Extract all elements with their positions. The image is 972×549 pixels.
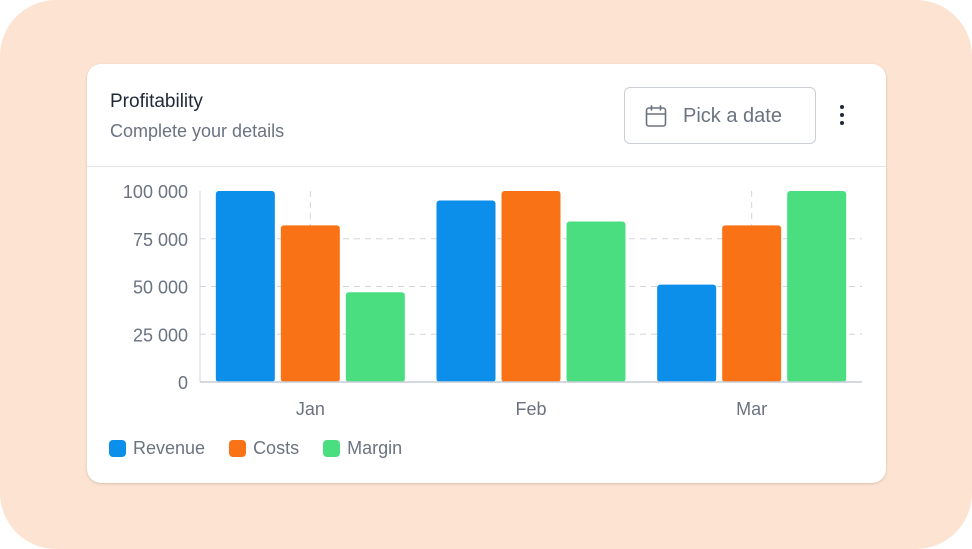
legend-label: Margin bbox=[347, 437, 403, 458]
legend-item-revenue[interactable]: Revenue bbox=[109, 438, 205, 459]
legend-item-margin[interactable]: Margin bbox=[323, 438, 402, 459]
legend-label: Costs bbox=[253, 437, 300, 458]
y-tick-label: 25 000 bbox=[133, 325, 188, 345]
legend-item-costs[interactable]: Costs bbox=[229, 438, 299, 459]
card-subtitle: Complete your details bbox=[110, 121, 285, 141]
bar-revenue-feb bbox=[436, 200, 496, 382]
legend-swatch bbox=[109, 439, 126, 457]
calendar-icon bbox=[645, 104, 667, 127]
bar-costs-mar bbox=[722, 225, 782, 382]
legend-swatch bbox=[229, 439, 247, 457]
x-tick-label: Mar bbox=[736, 399, 767, 419]
legend-label: Revenue bbox=[133, 437, 206, 458]
card-header: Profitability Complete your details Pick… bbox=[87, 64, 886, 167]
bar-costs-jan bbox=[280, 225, 340, 382]
legend-swatch bbox=[323, 439, 341, 457]
x-tick-label: Jan bbox=[296, 399, 325, 419]
chart-legend: Revenue Costs Margin bbox=[109, 436, 426, 460]
bar-revenue-jan bbox=[215, 191, 275, 382]
y-tick-label: 100 000 bbox=[123, 182, 188, 202]
profitability-card: Profitability Complete your details Pick… bbox=[87, 64, 886, 483]
kebab-menu-icon[interactable] bbox=[831, 102, 853, 128]
pick-date-button[interactable]: Pick a date bbox=[624, 87, 816, 144]
pick-date-label: Pick a date bbox=[683, 105, 782, 127]
bar-revenue-mar bbox=[657, 284, 717, 382]
bar-chart: 0 25 000 50 000 75 000 100 000 Jan Feb Mar bbox=[123, 182, 862, 419]
y-tick-label: 75 000 bbox=[133, 230, 188, 250]
bar-margin-mar bbox=[787, 191, 847, 382]
bar-margin-jan bbox=[345, 292, 405, 382]
y-tick-label: 0 bbox=[178, 373, 188, 393]
bar-margin-feb bbox=[566, 221, 626, 382]
card-title: Profitability bbox=[110, 91, 203, 112]
x-tick-label: Feb bbox=[515, 399, 546, 419]
bar-costs-feb bbox=[501, 191, 561, 382]
y-tick-label: 50 000 bbox=[133, 278, 188, 298]
